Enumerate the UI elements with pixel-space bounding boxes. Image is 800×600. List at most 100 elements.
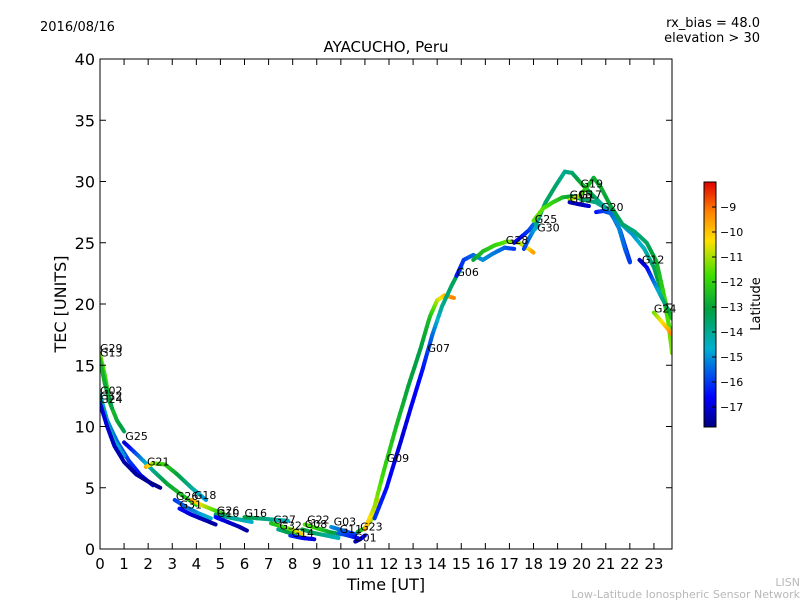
satellite-label: G19 xyxy=(581,178,604,191)
colorbar: −9 −10 −11 −12 −13 −14 −15 −16 −17 Latitude xyxy=(703,181,764,428)
x-tick-label: 23 xyxy=(644,555,663,573)
trace-segment xyxy=(156,484,163,490)
y-tick-label: 15 xyxy=(75,356,95,375)
y-tick-label: 10 xyxy=(75,418,95,437)
colorbar-ticks: −9 −10 −11 −12 −13 −14 −15 −16 −17 xyxy=(712,201,743,414)
satellite-label: G02 xyxy=(100,385,123,398)
date-label: 2016/08/16 xyxy=(40,20,115,35)
chart-title: AYACUCHO, Peru xyxy=(323,38,448,56)
satellite-label: G20 xyxy=(601,201,624,214)
series-g18 xyxy=(189,498,228,517)
series-g09 xyxy=(362,293,456,532)
y-tick-label: 0 xyxy=(85,540,95,559)
trace-segment xyxy=(108,402,114,411)
colorbar-tick-label: −9 xyxy=(720,201,736,214)
trace-segment xyxy=(351,531,358,537)
satellite-label: G24 xyxy=(100,393,123,406)
trace-segment xyxy=(362,533,367,539)
satellite-label: G17 xyxy=(579,189,602,202)
colorbar-tick-label: −10 xyxy=(720,226,743,239)
x-tick-label: 21 xyxy=(596,555,615,573)
x-tick-label: 12 xyxy=(379,555,398,573)
y-tick-label: 30 xyxy=(75,173,95,192)
satellite-label: G01 xyxy=(354,532,377,545)
x-tick-label: 13 xyxy=(404,555,423,573)
trace-segment xyxy=(206,515,213,521)
series-g07 xyxy=(372,265,464,521)
colorbar-tick-label: −11 xyxy=(720,251,743,264)
satellite-label: G03 xyxy=(334,516,357,529)
satellite-label: G26 xyxy=(176,490,199,503)
x-tick-label: 6 xyxy=(240,555,250,573)
satellite-label: G05 xyxy=(570,189,593,202)
y-axis: 0 5 10 15 20 25 30 35 40 xyxy=(75,50,672,559)
y-tick-label: 20 xyxy=(75,295,95,314)
satellite-label: G11 xyxy=(340,523,363,536)
satellite-label: G24 xyxy=(654,303,677,316)
y-tick-label: 5 xyxy=(85,479,95,498)
trace-segment xyxy=(627,258,632,265)
satellite-label: G06 xyxy=(456,266,479,279)
series-g26 xyxy=(172,498,213,521)
x-tick-label: 5 xyxy=(216,555,226,573)
satellite-label: G07 xyxy=(428,342,451,355)
colorbar-tick-label: −14 xyxy=(720,326,743,339)
series-g12 xyxy=(637,257,672,321)
series-g08 xyxy=(300,527,341,540)
colorbar-tick-label: −17 xyxy=(720,401,743,414)
satellite-label: G10 xyxy=(217,507,240,520)
x-tick-label: 1 xyxy=(119,555,129,573)
x-axis-label: Time [UT] xyxy=(346,575,425,594)
satellite-label: G15 xyxy=(570,192,593,205)
x-tick-label: 16 xyxy=(476,555,495,573)
x-tick-label: 3 xyxy=(167,555,177,573)
x-tick-label: 11 xyxy=(355,555,374,573)
series-layer xyxy=(100,169,672,544)
trace-segment xyxy=(530,249,536,255)
x-tick-label: 14 xyxy=(428,555,447,573)
series-g17 xyxy=(567,175,672,355)
x-tick-label: 7 xyxy=(264,555,274,573)
y-tick-label: 40 xyxy=(75,50,95,69)
trace-segment xyxy=(120,427,127,434)
satellite-label: G14 xyxy=(292,527,315,540)
satellite-label: G12 xyxy=(642,254,665,267)
satellite-label: G13 xyxy=(100,347,123,360)
elevation-label: elevation > 30 xyxy=(664,31,760,46)
series-g11 xyxy=(336,531,360,540)
x-tick-label: 10 xyxy=(331,555,350,573)
series-g10 xyxy=(213,515,249,533)
satellite-label: G23 xyxy=(360,521,383,534)
colorbar-tick-label: −16 xyxy=(720,376,743,389)
x-tick-label: 18 xyxy=(524,555,543,573)
satellite-label: G22 xyxy=(307,513,330,526)
satellite-label: G32 xyxy=(279,519,302,532)
series-g21 xyxy=(143,461,208,502)
x-tick-label: 20 xyxy=(572,555,591,573)
x-tick-label: 9 xyxy=(312,555,322,573)
series-g30 xyxy=(521,223,541,251)
satellite-label: G26 xyxy=(217,505,240,518)
satellite-label: G27 xyxy=(273,513,296,526)
series-g14 xyxy=(288,533,317,542)
colorbar-tick-label: −13 xyxy=(720,301,743,314)
y-tick-label: 25 xyxy=(75,234,95,253)
plot-frame xyxy=(99,58,673,550)
series-g31 xyxy=(177,506,218,527)
trace-segment xyxy=(535,223,541,229)
colorbar-tick-label: −12 xyxy=(720,276,743,289)
series-g27 xyxy=(269,521,305,537)
x-tick-label: 4 xyxy=(192,555,202,573)
footer-lisn: LISN xyxy=(775,576,800,589)
satellite-label: G18 xyxy=(194,489,217,502)
trace-segment xyxy=(211,521,218,527)
series-g24 xyxy=(651,310,672,337)
x-tick-label: 2 xyxy=(143,555,153,573)
series-g16 xyxy=(242,515,290,523)
x-tick-label: 22 xyxy=(620,555,639,573)
satellite-label: G08 xyxy=(305,518,328,531)
satellite-label: G09 xyxy=(387,452,410,465)
satellite-label: G12 xyxy=(100,390,123,403)
trace-segment xyxy=(299,531,305,537)
series-g26 xyxy=(213,512,254,524)
